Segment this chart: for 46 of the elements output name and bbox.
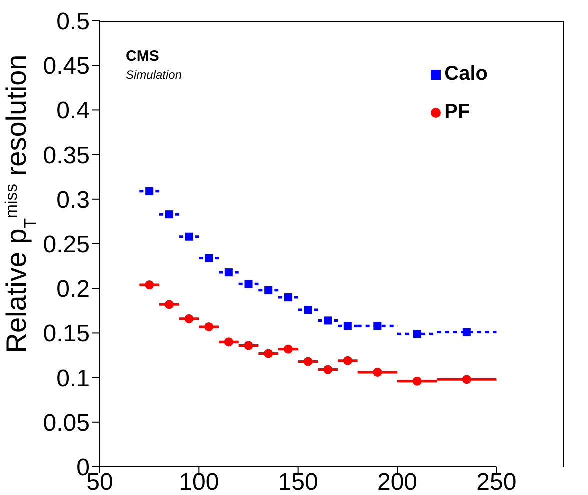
y-tick-label: 0.25	[43, 232, 90, 259]
point	[184, 314, 194, 324]
y-tick-label: 0.2	[56, 276, 90, 304]
point	[374, 322, 382, 330]
y-tick-label: 0.05	[43, 410, 90, 437]
point	[324, 365, 333, 374]
point	[204, 322, 214, 332]
note: Simulation	[126, 68, 182, 82]
point	[462, 375, 472, 384]
x-tick-label: 250	[476, 469, 517, 495]
point	[264, 286, 273, 294]
legend-label: PF	[444, 101, 470, 123]
y-tick-label: 0.4	[56, 98, 90, 125]
point	[224, 268, 233, 277]
point	[343, 356, 352, 366]
y-tick-label: 0.1	[56, 365, 90, 392]
point	[185, 232, 194, 241]
point	[145, 280, 154, 290]
x-tick-label: 150	[278, 469, 318, 495]
point	[224, 338, 234, 347]
point	[412, 376, 422, 386]
point	[146, 187, 154, 196]
y-tick-label: 0.45	[43, 53, 90, 80]
point	[164, 300, 174, 310]
point	[244, 280, 253, 288]
x-tick-label: 200	[377, 469, 418, 495]
point	[284, 294, 292, 302]
x-tick-label: 100	[179, 469, 220, 495]
point	[462, 328, 471, 336]
point	[284, 344, 293, 354]
point	[205, 254, 214, 262]
point	[324, 316, 332, 325]
point	[373, 368, 382, 377]
y-tick-label: 0.3	[56, 186, 90, 214]
point	[413, 330, 422, 338]
note: CMS	[126, 48, 160, 65]
point	[244, 341, 254, 350]
legend-label: Calo	[444, 63, 488, 85]
y-tick-label: 0.15	[43, 320, 90, 348]
point	[264, 349, 274, 358]
point	[344, 322, 352, 330]
point	[304, 306, 312, 314]
y-tick-label: 0.35	[43, 142, 90, 170]
point	[165, 210, 174, 219]
y-tick-label: 0.5	[56, 8, 90, 36]
point	[304, 357, 313, 366]
